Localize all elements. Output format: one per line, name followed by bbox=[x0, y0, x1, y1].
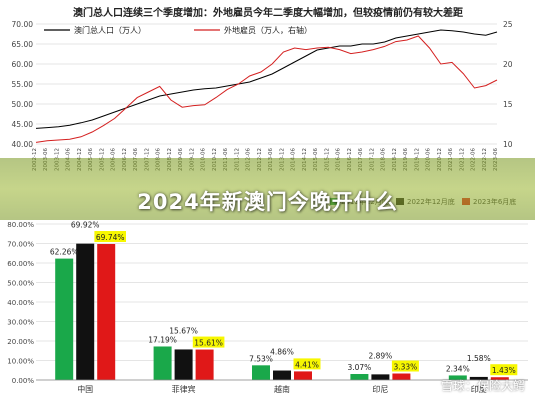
bar-data-label: 7.53% bbox=[249, 354, 273, 363]
bar-y-tick-label: 10.00% bbox=[7, 358, 34, 366]
bar-category-label: 印尼 bbox=[372, 385, 388, 394]
left-axis-tick-label: 40.00 bbox=[12, 140, 34, 149]
bar-chart-data-labels: 62.26% 69.92% 69.74% 17.19%15.67% 15.61% 7.53… bbox=[50, 221, 518, 376]
bar-chart-x-axis: 中国 菲律宾 越南 印尼 印度 bbox=[36, 379, 528, 394]
bar-菲律宾-3 bbox=[195, 349, 214, 380]
bar-印尼-3 bbox=[392, 373, 411, 380]
left-axis-tick-label: 70.00 bbox=[12, 20, 34, 29]
overlay-banner bbox=[0, 158, 535, 220]
bar-category-label: 菲律宾 bbox=[172, 384, 196, 394]
bar-菲律宾-2 bbox=[174, 349, 193, 380]
right-axis-tick-label: 25 bbox=[503, 20, 513, 29]
bar-印度-2 bbox=[469, 376, 488, 380]
data-label-highlight bbox=[94, 231, 126, 243]
bar-y-tick-label: 70.00% bbox=[7, 241, 34, 249]
bar-data-label: 62.26% bbox=[50, 248, 79, 257]
line-chart-series bbox=[35, 29, 498, 143]
worker-share-bar-chart: 0.00% 10.00% 20.00% 30.00% 40.00% 50.00% 60.00… bbox=[7, 197, 528, 394]
bar-y-tick-label: 20.00% bbox=[7, 338, 34, 346]
bar-chart-gridlines bbox=[36, 223, 528, 381]
bar-越南-1 bbox=[252, 365, 270, 380]
population-line-chart: 澳门总人口连续三个季度增加：外地雇员今年二季度大幅增加，但较疫情前仍有较大差距 … bbox=[12, 6, 513, 171]
bar-y-tick-label: 40.00% bbox=[7, 299, 34, 307]
bar-data-label: 15.61% bbox=[194, 339, 223, 348]
bar-y-tick-label: 30.00% bbox=[7, 319, 34, 327]
bar-越南-3 bbox=[294, 371, 312, 380]
overlay-title: 2024年新澳门今晚开什么 bbox=[137, 190, 398, 214]
watermark-text: 雪球：保险大鳄 bbox=[440, 379, 525, 393]
bar-y-tick-label: 50.00% bbox=[7, 280, 34, 288]
bar-data-label: 15.67% bbox=[169, 326, 198, 335]
left-axis-tick-label: 65.00 bbox=[12, 40, 34, 49]
line-chart-right-axis: 10 15 20 25 bbox=[503, 20, 513, 149]
bar-data-label: 2.89% bbox=[368, 351, 392, 360]
right-axis-tick-label: 15 bbox=[503, 100, 513, 109]
left-axis-tick-label: 60.00 bbox=[12, 60, 34, 69]
left-axis-tick-label: 45.00 bbox=[12, 120, 34, 129]
line-chart-gridlines bbox=[36, 23, 497, 145]
bar-chart-y-axis: 0.00% 10.00% 20.00% 30.00% 40.00% 50.00% 60.00… bbox=[7, 221, 34, 385]
line-chart-left-axis: 40.00 45.00 50.00 55.00 60.00 65.00 70.00 bbox=[12, 20, 34, 149]
bar-y-tick-label: 60.00% bbox=[7, 260, 34, 268]
line-chart-legend: 澳门总人口（万人） 外地雇员（万人，右轴） bbox=[44, 25, 312, 35]
bar-印尼-2 bbox=[371, 374, 390, 380]
right-axis-tick-label: 20 bbox=[503, 60, 513, 69]
series-line-nonresident-workers bbox=[35, 35, 498, 143]
bar-data-label: 4.86% bbox=[270, 348, 294, 357]
bar-中国-1 bbox=[55, 258, 74, 380]
bar-data-label: 1.43% bbox=[492, 366, 516, 375]
bar-印度-1 bbox=[448, 375, 467, 380]
bar-category-label: 中国 bbox=[77, 384, 93, 394]
left-axis-tick-label: 50.00 bbox=[12, 100, 34, 109]
bar-越南-2 bbox=[273, 370, 291, 380]
legend-label: 外地雇员（万人，右轴） bbox=[224, 25, 312, 35]
data-label-highlight bbox=[490, 364, 518, 376]
bar-data-label: 3.07% bbox=[347, 363, 371, 372]
bar-data-label: 69.92% bbox=[71, 221, 100, 230]
bar-y-tick-label: 0.00% bbox=[12, 377, 35, 385]
bar-data-label: 17.19% bbox=[148, 335, 177, 344]
right-axis-tick-label: 10 bbox=[503, 140, 513, 149]
bar-category-label: 印度 bbox=[471, 384, 487, 394]
legend-label: 澳门总人口（万人） bbox=[74, 25, 146, 35]
bar-chart-bars bbox=[55, 243, 509, 380]
bar-y-tick-label: 80.00% bbox=[7, 221, 34, 229]
bar-data-label: 2.34% bbox=[446, 364, 470, 373]
bar-data-label: 4.41% bbox=[295, 360, 319, 369]
data-label-highlight bbox=[192, 336, 225, 348]
bar-菲律宾-1 bbox=[153, 346, 172, 380]
bar-data-label: 3.33% bbox=[393, 363, 417, 372]
series-line-population bbox=[35, 29, 498, 129]
bar-data-label: 69.74% bbox=[96, 233, 125, 242]
bar-中国-2 bbox=[76, 243, 95, 380]
left-axis-tick-label: 55.00 bbox=[12, 80, 34, 89]
data-label-highlight bbox=[293, 358, 321, 370]
bar-中国-3 bbox=[97, 244, 116, 380]
bar-category-label: 越南 bbox=[274, 384, 290, 394]
bar-data-label: 1.58% bbox=[467, 354, 491, 363]
bar-印度-3 bbox=[490, 377, 509, 380]
line-chart-title: 澳门总人口连续三个季度增加：外地雇员今年二季度大幅增加，但较疫情前仍有较大差距 bbox=[73, 6, 463, 19]
bar-印尼-1 bbox=[350, 374, 369, 380]
data-label-highlight bbox=[391, 360, 419, 372]
